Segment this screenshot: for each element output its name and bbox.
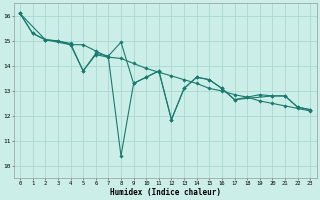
X-axis label: Humidex (Indice chaleur): Humidex (Indice chaleur) (110, 188, 220, 197)
